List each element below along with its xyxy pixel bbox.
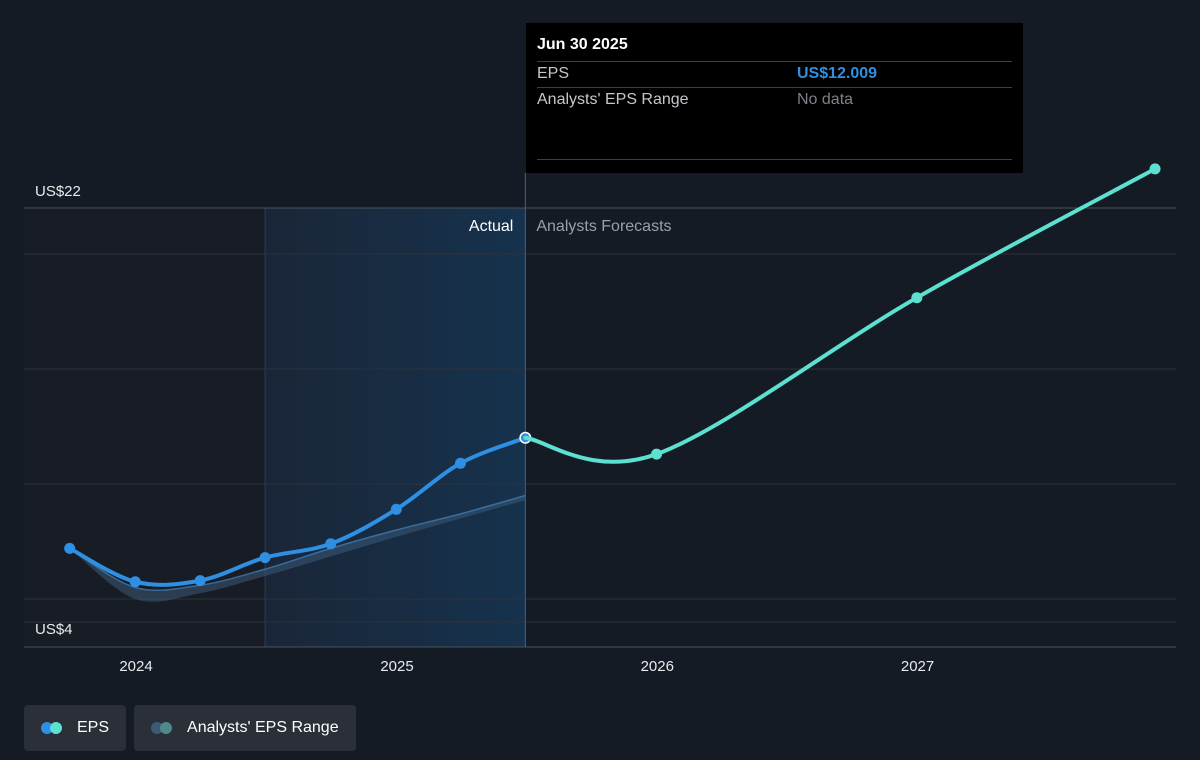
actual-region-bg [265,208,526,647]
eps-actual-point [259,552,271,564]
eps-actual-point [64,542,76,554]
eps-actual-point [194,575,206,587]
legend-range-label: Analysts' EPS Range [187,719,339,736]
legend-range-dot-b [160,722,173,734]
tooltip-divider [537,159,1012,160]
eps-forecast-point [1149,163,1161,175]
eps-actual-point [454,457,466,469]
y-axis-label-max: US$22 [35,183,81,200]
legend: EPS Analysts' EPS Range [24,705,356,751]
tooltip-eps-value: US$12.009 [797,65,878,82]
tooltip-range-value: No data [797,91,854,108]
tooltip-eps-label: EPS [537,65,570,82]
y-axis-label-min: US$4 [35,621,73,638]
x-tick-label: 2027 [901,658,934,675]
tooltip-date: Jun 30 2025 [537,36,628,53]
chart-plot-area: US$22 US$4 Actual Analysts Forecasts 2024 202… [24,163,1176,675]
tooltip-range-label: Analysts' EPS Range [537,91,689,108]
legend-range-icon [151,722,175,734]
eps-forecast-point [651,448,663,460]
eps-forecast-point [911,292,923,304]
eps-forecast-line [523,166,1158,464]
legend-eps-dot-forecast [50,722,62,734]
eps-actual-point [129,576,141,588]
eps-range-upper-line [69,494,526,592]
eps-actual-point [325,538,337,550]
tooltip-row-range: Analysts' EPS Range No data [537,87,1012,113]
legend-eps-label: EPS [77,719,110,736]
x-tick-label: 2026 [641,658,674,675]
legend-item-range[interactable]: Analysts' EPS Range [134,705,356,751]
region-label-forecast: Analysts Forecasts [536,218,671,235]
region-label-actual: Actual [469,218,513,235]
x-tick-label: 2024 [119,658,152,675]
legend-eps-icon [41,722,65,734]
x-tick-label: 2025 [380,658,413,675]
tooltip: Jun 30 2025 EPS US$12.009 Analysts' EPS … [526,23,1023,173]
legend-item-eps[interactable]: EPS [24,705,127,751]
eps-actual-line [67,435,528,587]
eps-actual-point [390,503,402,515]
tooltip-row-eps: EPS US$12.009 [537,61,1012,87]
